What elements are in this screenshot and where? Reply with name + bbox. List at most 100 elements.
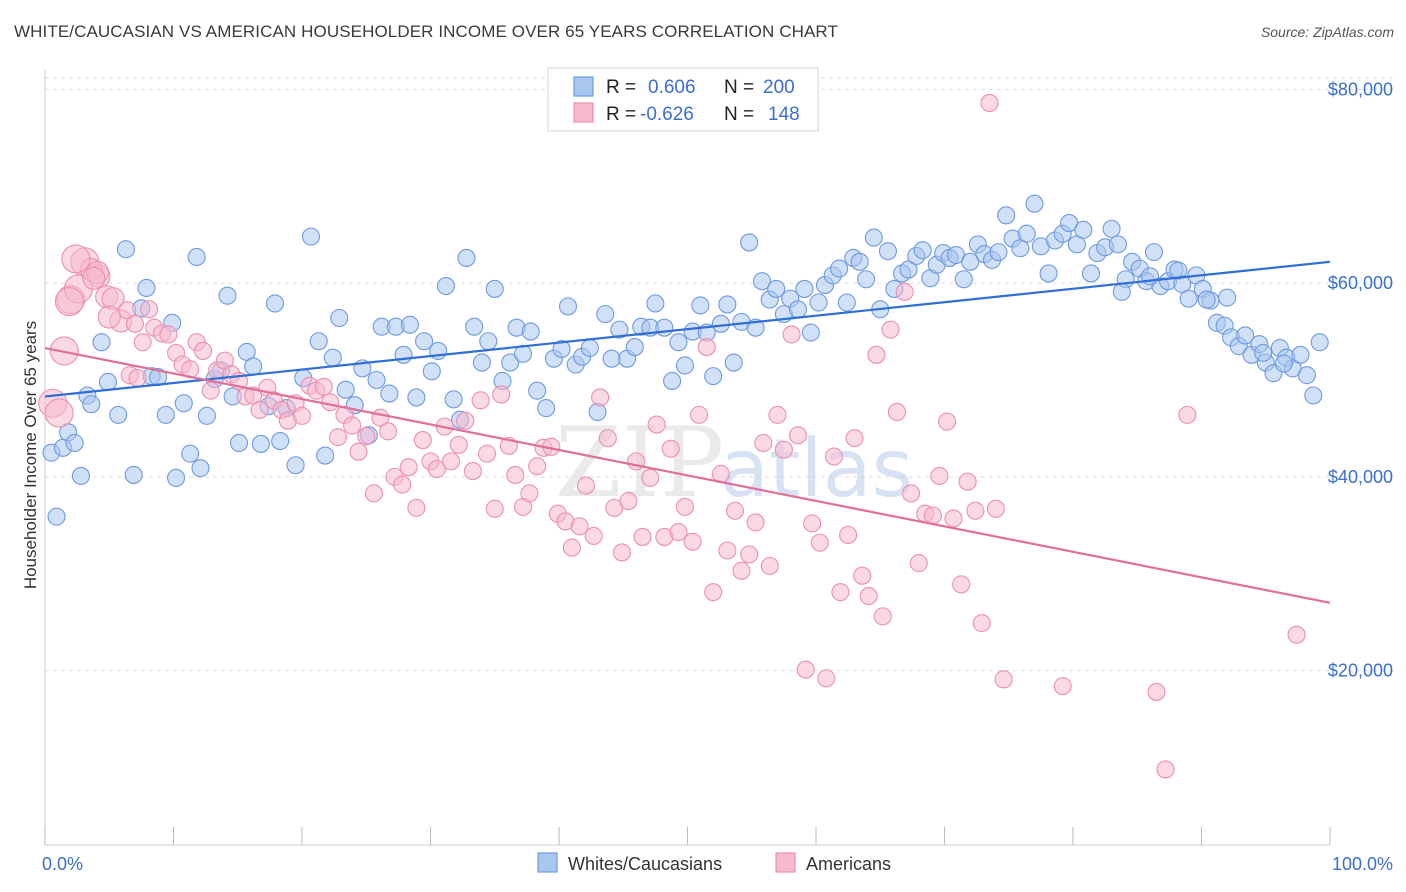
point-whites-118 (864, 228, 883, 247)
point-americans-68 (520, 484, 539, 503)
point-americans-30 (250, 400, 269, 420)
point-whites-37 (286, 456, 305, 475)
point-americans-61 (471, 391, 490, 410)
point-americans-75 (570, 517, 589, 536)
series-whites-points (42, 194, 1329, 526)
point-whites-74 (552, 339, 571, 359)
point-americans-131 (966, 501, 985, 520)
point-whites-97 (718, 295, 737, 314)
point-whites-183 (1274, 354, 1293, 373)
point-whites-189 (1112, 282, 1131, 301)
point-whites-125 (913, 241, 932, 260)
point-americans-99 (740, 545, 759, 564)
point-americans-78 (591, 388, 610, 407)
x-tick-labels: 0.0% 100.0% (42, 854, 1393, 874)
point-whites-116 (850, 252, 869, 271)
point-americans-90 (675, 497, 694, 516)
point-americans-74 (562, 538, 581, 557)
point-americans-142 (61, 244, 91, 274)
point-americans-145 (97, 305, 121, 329)
point-whites-53 (400, 315, 419, 334)
point-americans-59 (456, 411, 475, 430)
point-americans-92 (690, 405, 709, 424)
point-americans-86 (647, 415, 666, 434)
point-americans-69 (528, 457, 547, 476)
point-whites-102 (752, 272, 772, 291)
point-whites-143 (1039, 264, 1058, 283)
point-americans-62 (477, 444, 497, 463)
point-whites-40 (309, 332, 328, 351)
legend-n-label-0: N = (724, 77, 754, 98)
point-whites-29 (229, 433, 249, 453)
point-americans-103 (768, 405, 787, 424)
point-americans-85 (641, 468, 660, 487)
point-whites-11 (116, 240, 136, 259)
point-americans-109 (810, 533, 829, 552)
point-whites-14 (137, 278, 156, 298)
y-tick-label-3: $80,000 (1328, 79, 1393, 99)
point-americans-135 (994, 670, 1013, 689)
point-whites-93 (691, 296, 710, 315)
point-whites-56 (422, 362, 441, 381)
point-whites-132 (961, 252, 980, 271)
point-whites-187 (1169, 261, 1188, 280)
point-americans-136 (1053, 677, 1072, 696)
point-americans-100 (746, 513, 765, 532)
point-whites-141 (1025, 194, 1044, 213)
point-whites-10 (109, 405, 128, 424)
point-whites-65 (485, 279, 504, 298)
point-whites-163 (1179, 289, 1198, 308)
point-americans-127 (938, 412, 957, 431)
point-whites-59 (444, 390, 463, 409)
point-americans-97 (725, 501, 745, 520)
trend-line-whites (44, 260, 1331, 398)
legend-r-label-1: R = (606, 104, 636, 125)
point-americans-84 (633, 527, 652, 546)
point-whites-140 (1017, 224, 1036, 243)
point-whites-31 (244, 357, 263, 376)
point-whites-22 (187, 247, 206, 267)
point-americans-118 (873, 607, 892, 626)
point-whites-9 (98, 372, 118, 391)
point-whites-20 (174, 394, 193, 413)
point-whites-100 (740, 233, 759, 252)
point-americans-147 (128, 369, 147, 388)
point-americans-66 (506, 465, 525, 484)
point-whites-148 (1074, 220, 1093, 239)
point-americans-141 (54, 286, 84, 317)
y-tick-label-0: $20,000 (1328, 661, 1393, 681)
point-americans-52 (407, 498, 426, 517)
point-americans-125 (923, 506, 942, 525)
point-whites-70 (521, 322, 540, 341)
point-americans-93 (697, 338, 716, 357)
point-americans-17 (159, 325, 178, 344)
point-whites-95 (704, 367, 723, 386)
point-americans-107 (796, 660, 815, 679)
point-whites-110 (809, 293, 828, 312)
point-whites-17 (156, 405, 175, 424)
point-americans-123 (909, 554, 928, 573)
bottom-legend-label-whites: Whites/Caucasians (568, 854, 722, 874)
y-tick-labels: $20,000 $40,000 $60,000 $80,000 (1328, 79, 1393, 680)
point-americans-12 (125, 314, 144, 333)
point-americans-11 (118, 301, 137, 320)
point-whites-136 (989, 243, 1008, 262)
point-whites-185 (1218, 288, 1237, 307)
point-americans-140 (1287, 625, 1306, 644)
point-americans-45 (357, 427, 376, 446)
point-whites-48 (367, 370, 386, 390)
point-whites-89 (663, 371, 682, 391)
point-whites-43 (330, 308, 349, 328)
bottom-legend-label-americans: Americans (806, 854, 891, 874)
point-americans-48 (379, 422, 398, 441)
point-americans-53 (413, 431, 432, 450)
point-whites-137 (997, 206, 1016, 225)
point-whites-117 (857, 270, 876, 289)
point-americans-43 (343, 416, 362, 435)
point-whites-87 (646, 294, 665, 313)
point-whites-32 (251, 434, 270, 453)
point-americans-51 (399, 458, 418, 477)
point-whites-24 (197, 406, 216, 425)
bottom-legend: Whites/Caucasians Americans (537, 852, 891, 874)
